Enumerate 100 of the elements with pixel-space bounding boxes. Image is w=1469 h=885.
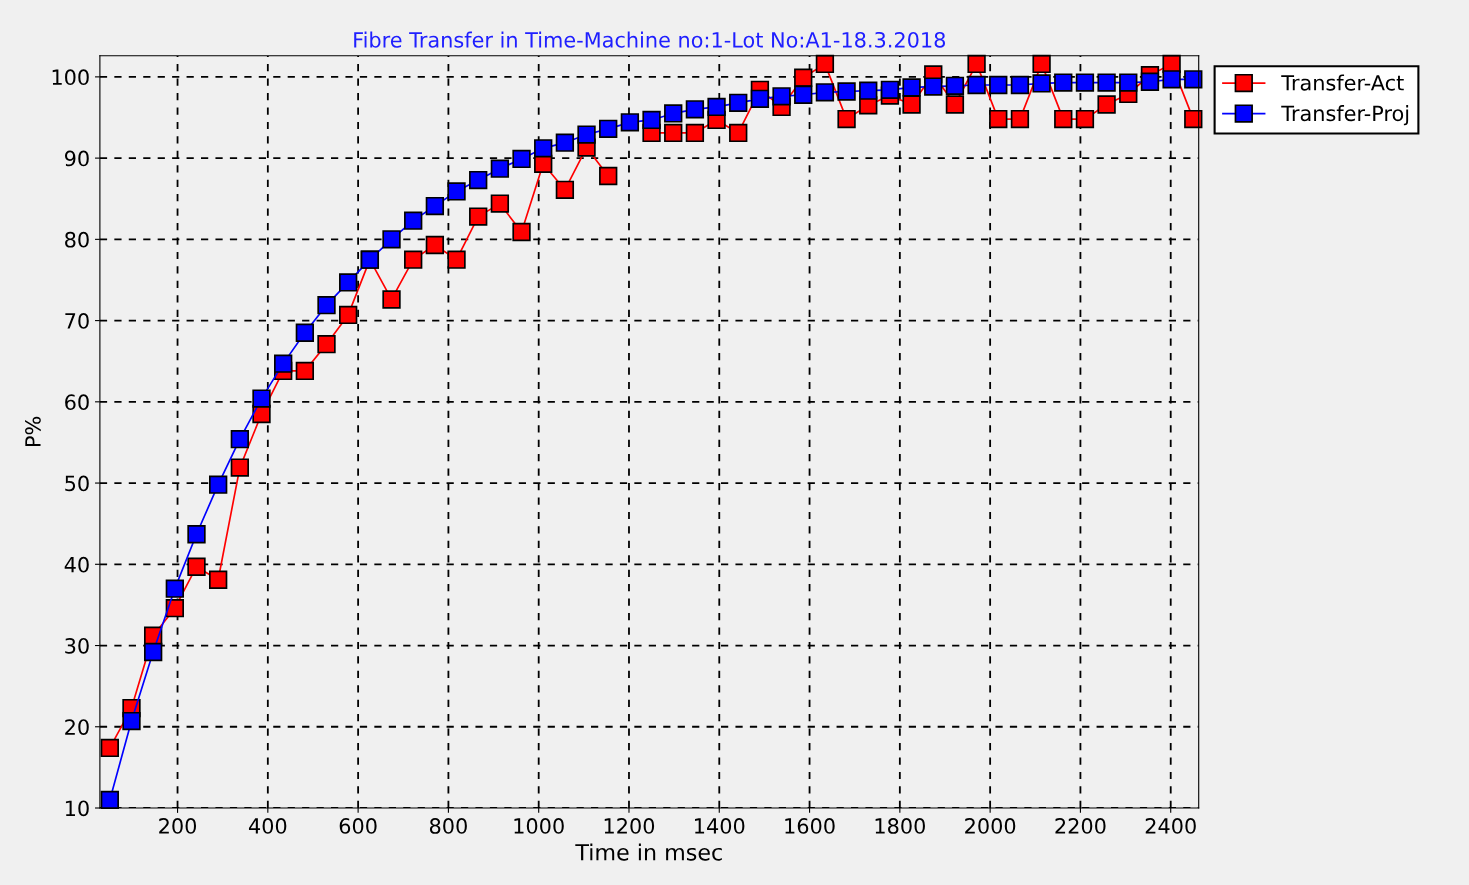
point — [945, 76, 965, 95]
point — [469, 170, 488, 190]
x-tick-label: 1400 — [695, 818, 745, 834]
point — [425, 235, 445, 255]
point — [209, 475, 228, 494]
x-tick-label: 1800 — [875, 818, 925, 834]
x-tick-label: 400 — [248, 818, 287, 834]
point — [317, 295, 336, 315]
x-tick-label: 1200 — [604, 818, 655, 834]
point — [1097, 95, 1116, 114]
y-tick-label: 50 — [65, 475, 89, 492]
point — [425, 196, 445, 216]
point — [1140, 72, 1160, 91]
point — [599, 119, 618, 139]
point — [295, 361, 315, 381]
point — [902, 95, 921, 114]
point — [967, 75, 986, 95]
point — [230, 458, 250, 477]
point — [1119, 73, 1138, 92]
chart-title: Fibre Transfer in Time-Machine no:1-Lot No:A1-18.3.2018 — [354, 31, 946, 48]
point — [1162, 70, 1181, 89]
point — [512, 222, 531, 242]
point — [165, 579, 185, 598]
x-tick-label: 1000 — [514, 818, 564, 834]
point — [1032, 74, 1051, 93]
point — [1010, 75, 1030, 95]
y-tick-label: 80 — [65, 231, 89, 248]
point — [382, 230, 401, 249]
point — [924, 77, 943, 96]
point — [815, 54, 835, 74]
point — [989, 109, 1008, 129]
point — [664, 104, 683, 123]
point — [859, 81, 878, 100]
point — [599, 166, 618, 186]
point — [143, 642, 163, 662]
point — [512, 149, 531, 169]
point — [1010, 109, 1030, 129]
point — [1184, 109, 1203, 129]
point — [577, 125, 596, 144]
point — [490, 159, 510, 178]
point — [534, 139, 553, 158]
point — [685, 100, 705, 119]
point — [664, 123, 683, 143]
y-tick-label: 70 — [65, 313, 89, 329]
point — [1184, 70, 1203, 89]
x-tick-label: 600 — [339, 818, 377, 834]
y-tick-label: 30 — [65, 637, 89, 654]
point — [339, 273, 358, 292]
x-tick-label: 2400 — [1145, 818, 1196, 834]
x-axis-title: Time in msec — [575, 843, 722, 861]
point — [339, 305, 358, 325]
point — [837, 82, 856, 101]
legend-label: Transfer-Act — [1281, 74, 1404, 91]
x-tick-label: 1600 — [785, 818, 835, 834]
point — [794, 68, 813, 87]
point — [880, 80, 900, 100]
point — [447, 250, 466, 269]
point — [122, 711, 141, 731]
point — [707, 97, 726, 117]
point — [295, 323, 315, 342]
point — [382, 290, 401, 309]
x-tick-label: 800 — [429, 818, 467, 834]
point — [772, 87, 791, 106]
point — [1054, 73, 1073, 92]
point — [100, 738, 119, 758]
point — [447, 182, 466, 201]
legend-label: Transfer-Proj — [1281, 105, 1409, 126]
point — [252, 389, 271, 408]
point — [1075, 109, 1095, 129]
point — [230, 430, 250, 449]
point — [404, 211, 423, 230]
y-tick-label: 90 — [64, 150, 89, 167]
y-tick-label: 20 — [65, 719, 89, 735]
point — [729, 93, 748, 113]
point — [490, 194, 510, 213]
point — [794, 85, 813, 104]
point — [555, 180, 575, 199]
point — [815, 83, 835, 102]
y-tick-label: 60 — [65, 394, 89, 411]
y-axis-title: P% — [25, 416, 41, 447]
point — [642, 110, 661, 130]
point — [620, 113, 640, 132]
point — [187, 557, 206, 576]
y-tick-label: 10 — [65, 800, 89, 817]
y-tick-label: 100 — [52, 69, 89, 86]
point — [469, 207, 488, 226]
point — [945, 95, 965, 114]
point — [404, 250, 423, 269]
point — [967, 54, 986, 74]
x-tick-label: 200 — [159, 818, 197, 834]
point — [837, 109, 856, 129]
point — [902, 78, 921, 97]
point — [209, 570, 228, 589]
point — [685, 123, 705, 143]
point — [317, 334, 336, 354]
point — [750, 89, 770, 108]
point — [187, 525, 206, 544]
x-tick-label: 2000 — [965, 818, 1016, 834]
x-tick-label: 2200 — [1055, 818, 1106, 834]
point — [1075, 73, 1095, 92]
